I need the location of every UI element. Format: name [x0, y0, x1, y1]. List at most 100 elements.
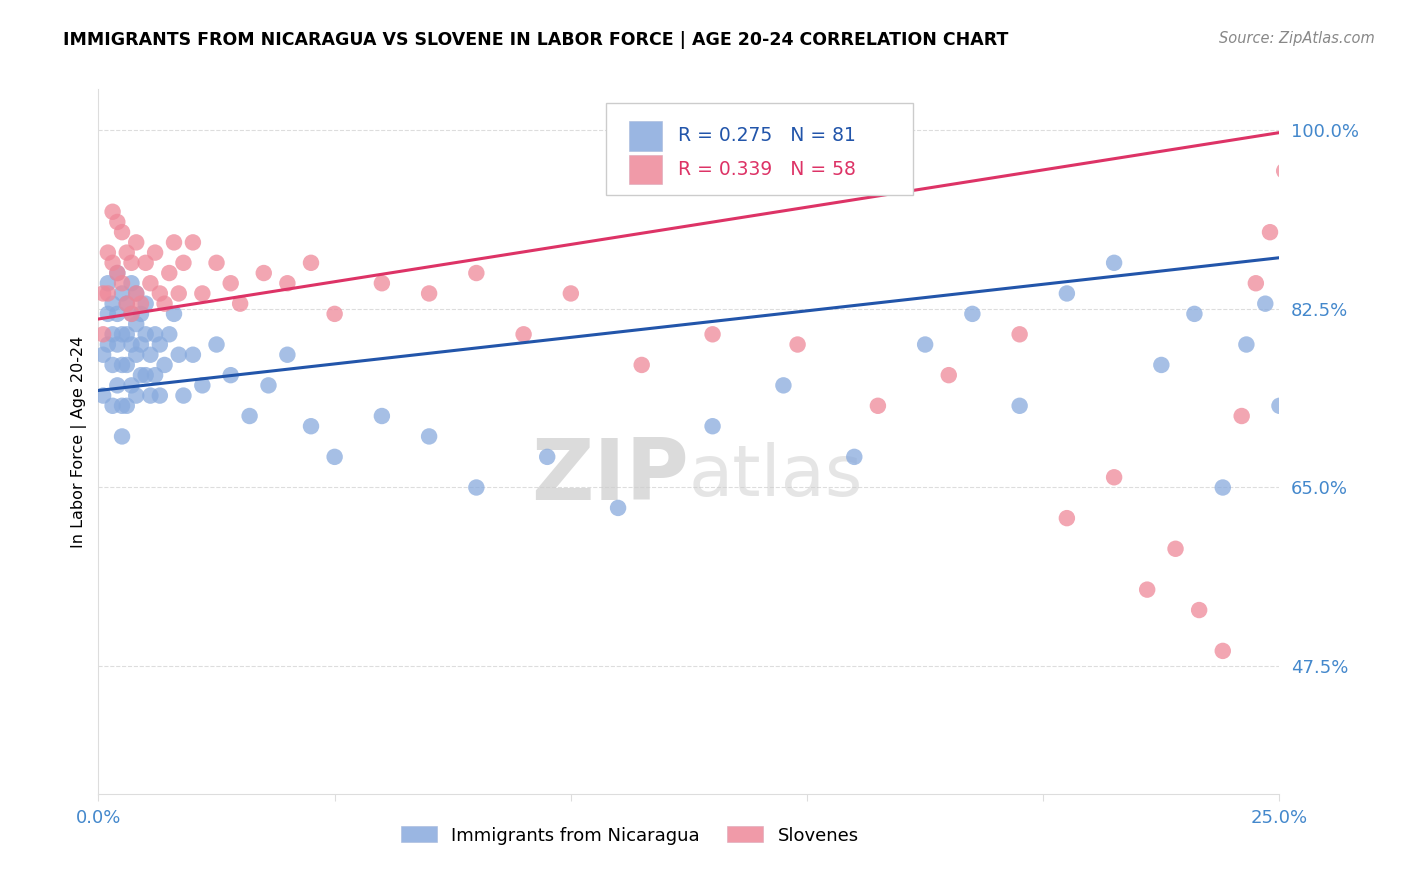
Point: [111, 358, 134, 372]
Point: [1292, 358, 1315, 372]
Point: [181, 348, 204, 362]
Point: [1136, 582, 1159, 597]
Text: R = 0.275   N = 81: R = 0.275 N = 81: [678, 126, 856, 145]
Point: [1102, 470, 1125, 484]
Point: [105, 266, 128, 280]
Point: [257, 378, 280, 392]
Point: [101, 296, 124, 310]
Point: [105, 378, 128, 392]
Point: [143, 368, 166, 383]
Point: [866, 399, 889, 413]
Point: [97, 245, 120, 260]
Point: [129, 307, 152, 321]
Point: [115, 245, 138, 260]
Point: [125, 348, 148, 362]
Point: [101, 256, 124, 270]
Point: [219, 368, 242, 383]
Point: [167, 348, 190, 362]
Point: [1188, 603, 1211, 617]
Point: [157, 327, 180, 342]
Text: atlas: atlas: [689, 442, 863, 511]
Point: [111, 225, 134, 239]
Point: [153, 358, 176, 372]
Point: [181, 235, 204, 250]
Point: [191, 286, 214, 301]
Point: [465, 481, 488, 495]
Text: ZIP: ZIP: [531, 435, 689, 518]
Legend: Immigrants from Nicaragua, Slovenes: Immigrants from Nicaragua, Slovenes: [394, 819, 866, 852]
Point: [149, 388, 172, 402]
Point: [129, 296, 152, 310]
Point: [786, 337, 808, 351]
Point: [143, 245, 166, 260]
Point: [121, 337, 143, 351]
Point: [121, 378, 143, 392]
Point: [253, 266, 276, 280]
Point: [371, 277, 394, 291]
FancyBboxPatch shape: [628, 154, 662, 185]
Point: [139, 388, 162, 402]
Point: [115, 296, 138, 310]
Point: [418, 429, 440, 443]
Point: [172, 388, 194, 402]
Point: [115, 327, 138, 342]
Point: [121, 307, 143, 321]
Point: [418, 286, 440, 301]
Point: [111, 277, 134, 291]
Point: [1316, 715, 1339, 730]
Point: [172, 256, 194, 270]
Point: [1258, 225, 1281, 239]
Point: [465, 266, 488, 280]
Point: [143, 327, 166, 342]
Point: [91, 286, 114, 301]
Point: [115, 296, 138, 310]
Point: [772, 378, 794, 392]
Point: [153, 296, 176, 310]
Point: [1306, 245, 1329, 260]
Point: [512, 327, 534, 342]
Point: [276, 348, 298, 362]
Point: [1008, 327, 1031, 342]
Point: [1102, 256, 1125, 270]
Point: [1056, 286, 1078, 301]
Point: [125, 317, 148, 331]
Point: [1212, 481, 1234, 495]
Point: [101, 358, 124, 372]
Point: [129, 337, 152, 351]
Point: [101, 399, 124, 413]
Text: R = 0.339   N = 58: R = 0.339 N = 58: [678, 160, 856, 179]
Point: [163, 235, 186, 250]
Point: [125, 286, 148, 301]
Point: [323, 307, 346, 321]
Point: [560, 286, 582, 301]
FancyBboxPatch shape: [628, 121, 662, 151]
Point: [105, 266, 128, 280]
Point: [1234, 337, 1257, 351]
Point: [607, 500, 630, 515]
Point: [101, 327, 124, 342]
Text: Source: ZipAtlas.com: Source: ZipAtlas.com: [1219, 31, 1375, 46]
Point: [97, 307, 120, 321]
Point: [191, 378, 214, 392]
Point: [1254, 296, 1277, 310]
Point: [1184, 307, 1206, 321]
Point: [135, 368, 157, 383]
Point: [1212, 644, 1234, 658]
Y-axis label: In Labor Force | Age 20-24: In Labor Force | Age 20-24: [72, 335, 87, 548]
Point: [1272, 164, 1295, 178]
Point: [219, 277, 242, 291]
Point: [97, 286, 120, 301]
Point: [139, 277, 162, 291]
Point: [239, 409, 262, 423]
Point: [167, 286, 190, 301]
Text: IMMIGRANTS FROM NICARAGUA VS SLOVENE IN LABOR FORCE | AGE 20-24 CORRELATION CHAR: IMMIGRANTS FROM NICARAGUA VS SLOVENE IN …: [63, 31, 1008, 49]
Point: [630, 358, 652, 372]
Point: [1230, 409, 1253, 423]
Point: [105, 337, 128, 351]
Point: [938, 368, 960, 383]
Point: [702, 327, 724, 342]
Point: [299, 256, 322, 270]
Point: [139, 348, 162, 362]
Point: [97, 277, 120, 291]
Point: [121, 277, 143, 291]
